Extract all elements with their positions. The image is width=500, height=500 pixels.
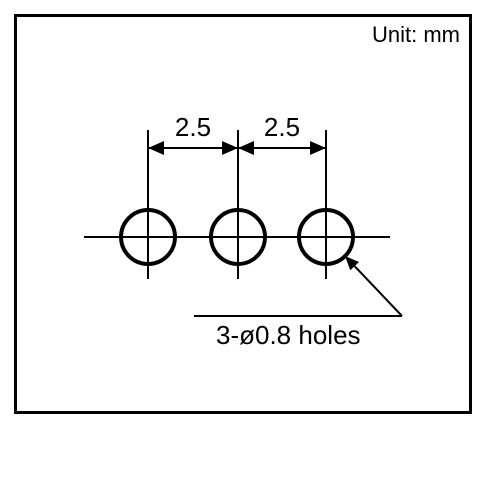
holes-note-label: 3-ø0.8 holes xyxy=(216,320,361,351)
drawing-svg xyxy=(0,0,500,500)
drawing-canvas: Unit: mm 2.5 2.5 3-ø0.8 holes xyxy=(0,0,500,500)
dimension-label-1: 2.5 xyxy=(163,112,223,143)
dimension-label-2: 2.5 xyxy=(252,112,312,143)
